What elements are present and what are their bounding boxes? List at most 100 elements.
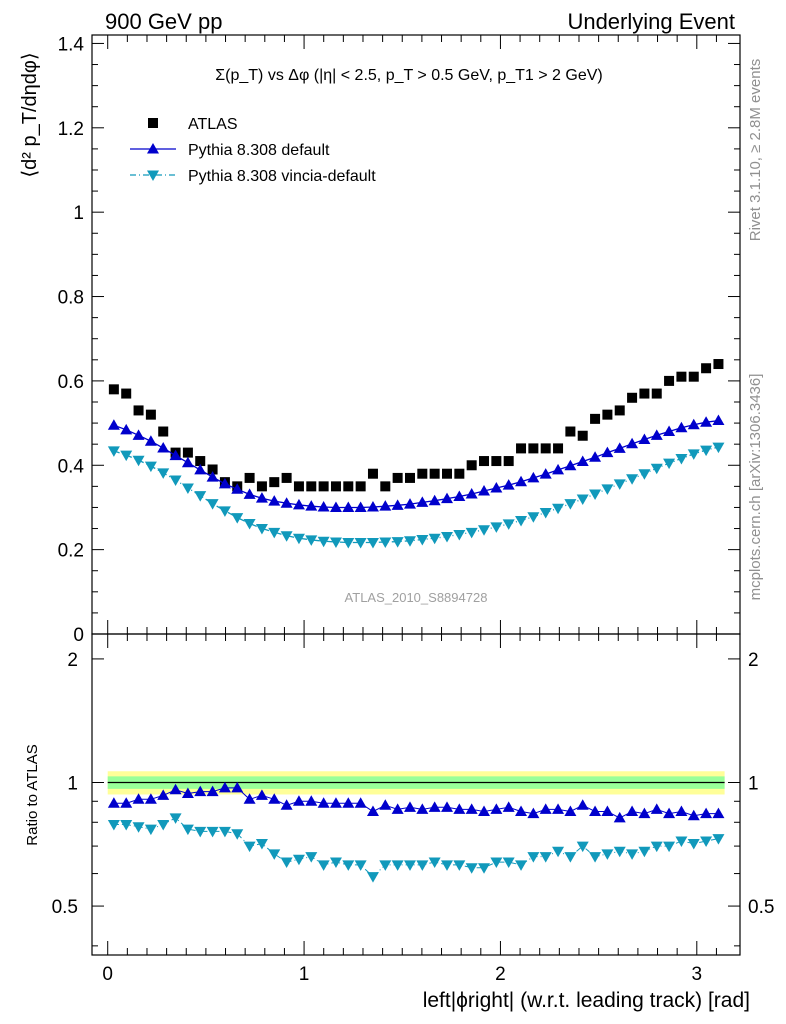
data-point-atlas bbox=[195, 456, 206, 467]
chart-title: Σ(p_T) vs Δφ (|η| < 2.5, p_T > 0.5 GeV, … bbox=[215, 67, 602, 84]
legend-marker bbox=[147, 170, 159, 181]
data-point-pythia-8-308-default bbox=[329, 501, 342, 512]
data-point-pythia-8-308-vincia-default bbox=[218, 506, 231, 517]
data-point-pythia-8-308-vincia-default bbox=[552, 503, 565, 515]
ratio-y-tick-label-right: 2 bbox=[748, 650, 759, 671]
ratio-point-pythia-8-308-vincia-default bbox=[416, 860, 429, 871]
ratio-point-pythia-8-308-vincia-default bbox=[613, 846, 626, 858]
ratio-panel: 0.5 0.5 1 1 2 2 0 1 2 3 bbox=[52, 633, 774, 985]
y-tick-label: 1.2 bbox=[58, 119, 84, 140]
data-point-atlas bbox=[417, 468, 428, 479]
data-point-pythia-8-308-default bbox=[255, 492, 268, 503]
data-point-pythia-8-308-vincia-default bbox=[687, 449, 700, 460]
y-tick-label: 1.4 bbox=[58, 34, 85, 55]
ratio-point-pythia-8-308-default bbox=[650, 803, 663, 814]
data-point-pythia-8-308-default bbox=[638, 433, 651, 445]
data-point-pythia-8-308-vincia-default bbox=[181, 483, 194, 495]
ratio-point-pythia-8-308-vincia-default bbox=[329, 857, 342, 869]
data-point-atlas bbox=[664, 375, 675, 386]
data-point-atlas bbox=[491, 456, 502, 467]
legend-label: Pythia 8.308 vincia-default bbox=[188, 168, 376, 185]
data-point-pythia-8-308-vincia-default bbox=[243, 518, 256, 530]
data-point-pythia-8-308-default bbox=[478, 484, 491, 496]
data-point-atlas bbox=[392, 472, 403, 483]
data-point-atlas bbox=[454, 468, 465, 479]
y-tick-label: 0.4 bbox=[58, 456, 85, 477]
ratio-point-pythia-8-308-default bbox=[675, 805, 688, 816]
y-tick-label: 1 bbox=[73, 203, 84, 224]
ratio-point-pythia-8-308-vincia-default bbox=[181, 824, 194, 836]
data-point-pythia-8-308-default bbox=[403, 498, 416, 509]
data-point-pythia-8-308-vincia-default bbox=[366, 537, 379, 549]
data-point-pythia-8-308-default bbox=[576, 455, 589, 466]
ratio-point-pythia-8-308-vincia-default bbox=[490, 857, 503, 869]
y-tick-label: 0.6 bbox=[58, 372, 84, 393]
ratio-point-pythia-8-308-default bbox=[552, 803, 565, 814]
ratio-point-pythia-8-308-vincia-default bbox=[132, 822, 145, 833]
ratio-point-pythia-8-308-default bbox=[366, 805, 379, 816]
data-point-atlas bbox=[516, 443, 527, 454]
data-point-pythia-8-308-default bbox=[354, 501, 367, 512]
ratio-point-pythia-8-308-default bbox=[700, 807, 713, 819]
ratio-panel-background bbox=[107, 771, 725, 795]
ratio-point-pythia-8-308-vincia-default bbox=[527, 852, 540, 863]
data-point-atlas bbox=[429, 468, 440, 479]
data-point-atlas bbox=[688, 371, 699, 382]
data-point-pythia-8-308-default bbox=[428, 494, 441, 506]
y-tick-label: 0.8 bbox=[58, 288, 84, 309]
data-point-pythia-8-308-default bbox=[181, 456, 194, 468]
data-point-pythia-8-308-default bbox=[650, 429, 663, 440]
ratio-point-pythia-8-308-vincia-default bbox=[687, 839, 700, 850]
data-point-atlas bbox=[466, 460, 477, 471]
ratio-point-pythia-8-308-default bbox=[502, 801, 515, 812]
data-point-pythia-8-308-vincia-default bbox=[280, 531, 293, 542]
ratio-point-pythia-8-308-default bbox=[280, 799, 293, 810]
ratio-point-pythia-8-308-default bbox=[329, 797, 342, 808]
data-point-atlas bbox=[256, 481, 267, 492]
data-point-pythia-8-308-vincia-default bbox=[107, 446, 120, 457]
data-point-atlas bbox=[590, 413, 601, 424]
data-point-atlas bbox=[108, 384, 119, 395]
data-point-atlas bbox=[676, 371, 687, 382]
ratio-point-pythia-8-308-default bbox=[120, 797, 133, 808]
data-point-pythia-8-308-vincia-default bbox=[527, 512, 540, 523]
ratio-point-pythia-8-308-vincia-default bbox=[354, 860, 367, 871]
data-point-pythia-8-308-default bbox=[268, 495, 281, 506]
data-point-pythia-8-308-vincia-default bbox=[490, 522, 503, 533]
data-point-atlas bbox=[701, 363, 712, 374]
ratio-point-pythia-8-308-vincia-default bbox=[700, 836, 713, 848]
data-point-pythia-8-308-vincia-default bbox=[712, 442, 725, 454]
data-point-pythia-8-308-vincia-default bbox=[268, 527, 281, 539]
data-point-pythia-8-308-vincia-default bbox=[342, 537, 355, 549]
data-point-pythia-8-308-default bbox=[231, 483, 244, 494]
ratio-point-pythia-8-308-default bbox=[305, 795, 318, 806]
data-point-atlas bbox=[145, 409, 156, 420]
ratio-point-pythia-8-308-default bbox=[428, 801, 441, 812]
data-point-pythia-8-308-vincia-default bbox=[539, 508, 552, 519]
data-point-atlas bbox=[553, 443, 564, 454]
ratio-point-pythia-8-308-default bbox=[218, 781, 231, 793]
mcplots-label: mcplots.cern.ch [arXiv:1306.3436] bbox=[747, 374, 764, 601]
ratio-point-pythia-8-308-default bbox=[663, 807, 676, 819]
ratio-y-tick-label: 1 bbox=[67, 773, 78, 794]
ratio-y-axis-label: Ratio to ATLAS bbox=[24, 744, 41, 845]
ratio-point-pythia-8-308-vincia-default bbox=[243, 841, 256, 853]
ratio-point-pythia-8-308-vincia-default bbox=[120, 820, 133, 831]
main-panel-axes: 0 0.2 0.4 0.6 0.8 1 1.2 1.4 bbox=[58, 34, 741, 646]
data-point-pythia-8-308-vincia-default bbox=[601, 484, 614, 495]
data-point-pythia-8-308-default bbox=[539, 468, 552, 479]
ratio-point-pythia-8-308-default bbox=[601, 805, 614, 816]
data-point-pythia-8-308-vincia-default bbox=[231, 513, 244, 524]
data-point-pythia-8-308-vincia-default bbox=[589, 489, 602, 500]
data-point-pythia-8-308-default bbox=[366, 501, 379, 512]
data-point-pythia-8-308-default bbox=[441, 492, 454, 504]
ratio-point-pythia-8-308-default bbox=[441, 801, 454, 812]
data-point-pythia-8-308-vincia-default bbox=[329, 537, 342, 549]
ratio-point-pythia-8-308-default bbox=[490, 803, 503, 814]
main-panel-data bbox=[107, 359, 725, 549]
data-point-pythia-8-308-default bbox=[391, 499, 404, 510]
ratio-point-pythia-8-308-vincia-default bbox=[231, 829, 244, 840]
legend-marker bbox=[147, 143, 159, 154]
ratio-point-pythia-8-308-default bbox=[132, 793, 145, 804]
